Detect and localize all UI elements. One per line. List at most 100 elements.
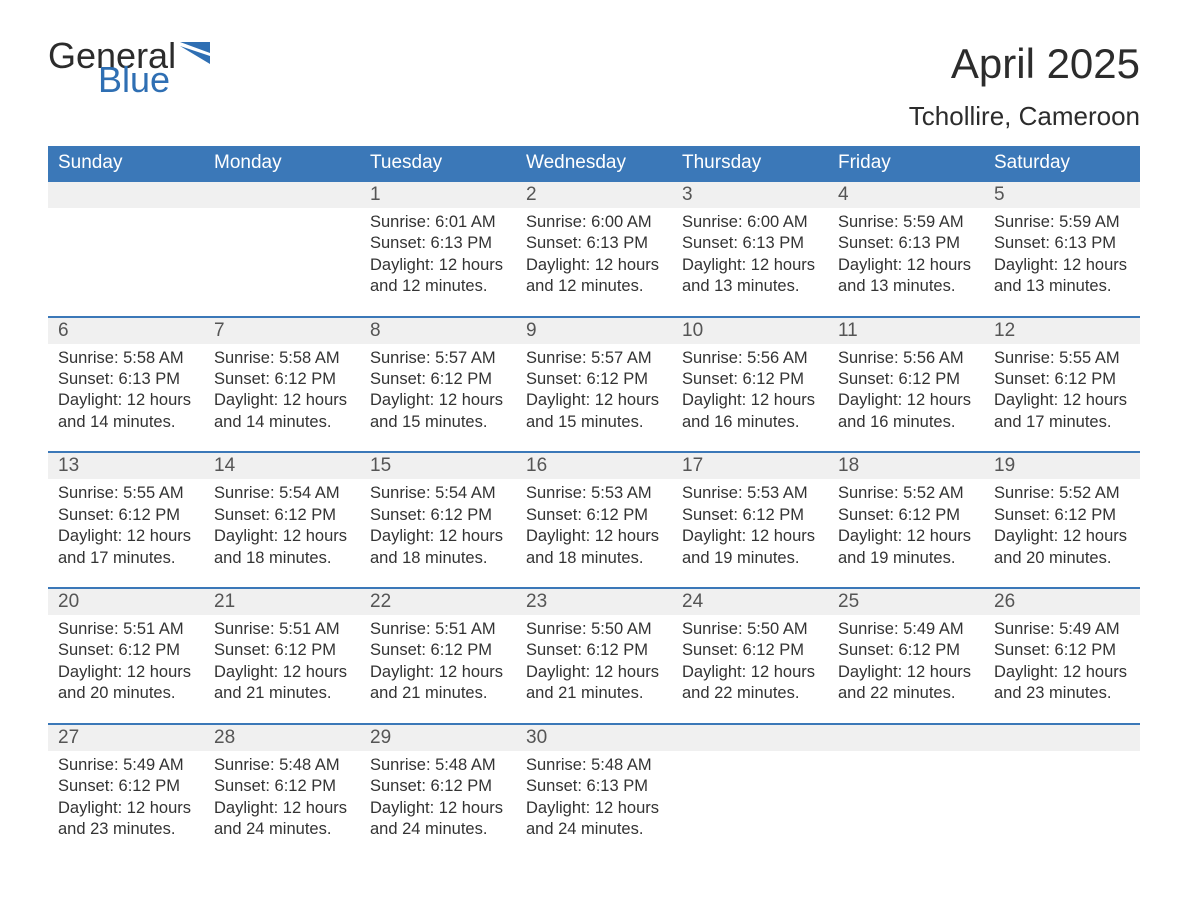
daylight-line: Daylight: 12 hours and 22 minutes. — [838, 662, 974, 705]
sunset-line: Sunset: 6:12 PM — [214, 369, 350, 390]
daylight-line: Daylight: 12 hours and 12 minutes. — [526, 255, 662, 298]
day-details-cell: Sunrise: 5:48 AMSunset: 6:12 PMDaylight:… — [360, 751, 516, 859]
day-number-cell: 2 — [516, 181, 672, 208]
sunset-line: Sunset: 6:13 PM — [58, 369, 194, 390]
day-details-cell: Sunrise: 5:58 AMSunset: 6:12 PMDaylight:… — [204, 344, 360, 453]
logo: General Blue — [48, 40, 210, 97]
sunset-line: Sunset: 6:12 PM — [58, 776, 194, 797]
sunrise-line: Sunrise: 5:55 AM — [58, 483, 194, 504]
day-details-cell: Sunrise: 5:56 AMSunset: 6:12 PMDaylight:… — [828, 344, 984, 453]
day-number-cell: 19 — [984, 452, 1140, 479]
day-details-cell: Sunrise: 6:01 AMSunset: 6:13 PMDaylight:… — [360, 208, 516, 317]
day-number-cell: 10 — [672, 317, 828, 344]
daylight-line: Daylight: 12 hours and 18 minutes. — [370, 526, 506, 569]
daylight-line: Daylight: 12 hours and 24 minutes. — [370, 798, 506, 841]
day-number-cell: 3 — [672, 181, 828, 208]
daylight-line: Daylight: 12 hours and 18 minutes. — [526, 526, 662, 569]
header: General Blue April 2025 — [48, 40, 1140, 97]
day-number-cell: 23 — [516, 588, 672, 615]
day-details-cell: Sunrise: 5:57 AMSunset: 6:12 PMDaylight:… — [360, 344, 516, 453]
day-details-row: Sunrise: 5:58 AMSunset: 6:13 PMDaylight:… — [48, 344, 1140, 453]
daylight-line: Daylight: 12 hours and 22 minutes. — [682, 662, 818, 705]
day-number-cell: 29 — [360, 724, 516, 751]
day-number-cell: 30 — [516, 724, 672, 751]
weekday-header: Tuesday — [360, 146, 516, 181]
day-details-cell: Sunrise: 5:50 AMSunset: 6:12 PMDaylight:… — [516, 615, 672, 724]
sunrise-line: Sunrise: 5:56 AM — [682, 348, 818, 369]
day-number-cell: 12 — [984, 317, 1140, 344]
sunrise-line: Sunrise: 5:58 AM — [58, 348, 194, 369]
sunrise-line: Sunrise: 6:00 AM — [526, 212, 662, 233]
day-details-cell: Sunrise: 5:57 AMSunset: 6:12 PMDaylight:… — [516, 344, 672, 453]
day-details-cell: Sunrise: 5:52 AMSunset: 6:12 PMDaylight:… — [984, 479, 1140, 588]
daylight-line: Daylight: 12 hours and 14 minutes. — [214, 390, 350, 433]
daylight-line: Daylight: 12 hours and 19 minutes. — [838, 526, 974, 569]
daylight-line: Daylight: 12 hours and 15 minutes. — [526, 390, 662, 433]
day-number-cell: 25 — [828, 588, 984, 615]
weekday-header: Friday — [828, 146, 984, 181]
day-number-cell — [204, 181, 360, 208]
sunrise-line: Sunrise: 5:52 AM — [994, 483, 1130, 504]
day-details-row: Sunrise: 5:49 AMSunset: 6:12 PMDaylight:… — [48, 751, 1140, 859]
sunset-line: Sunset: 6:12 PM — [526, 369, 662, 390]
day-number-cell: 22 — [360, 588, 516, 615]
day-details-cell: Sunrise: 5:59 AMSunset: 6:13 PMDaylight:… — [984, 208, 1140, 317]
calendar-body: 12345Sunrise: 6:01 AMSunset: 6:13 PMDayl… — [48, 181, 1140, 859]
sunrise-line: Sunrise: 5:54 AM — [214, 483, 350, 504]
sunset-line: Sunset: 6:12 PM — [994, 640, 1130, 661]
sunset-line: Sunset: 6:12 PM — [370, 640, 506, 661]
day-number-cell — [984, 724, 1140, 751]
sunset-line: Sunset: 6:13 PM — [994, 233, 1130, 254]
sunrise-line: Sunrise: 5:59 AM — [994, 212, 1130, 233]
day-number-cell: 11 — [828, 317, 984, 344]
day-details-cell: Sunrise: 5:51 AMSunset: 6:12 PMDaylight:… — [204, 615, 360, 724]
day-details-cell: Sunrise: 5:55 AMSunset: 6:12 PMDaylight:… — [48, 479, 204, 588]
day-number-cell: 4 — [828, 181, 984, 208]
day-details-cell: Sunrise: 5:49 AMSunset: 6:12 PMDaylight:… — [828, 615, 984, 724]
day-number-cell — [828, 724, 984, 751]
sunrise-line: Sunrise: 5:51 AM — [58, 619, 194, 640]
daylight-line: Daylight: 12 hours and 13 minutes. — [994, 255, 1130, 298]
daylight-line: Daylight: 12 hours and 14 minutes. — [58, 390, 194, 433]
sunrise-line: Sunrise: 5:55 AM — [994, 348, 1130, 369]
sunrise-line: Sunrise: 5:57 AM — [370, 348, 506, 369]
day-number-cell: 13 — [48, 452, 204, 479]
sunset-line: Sunset: 6:12 PM — [682, 369, 818, 390]
sunrise-line: Sunrise: 5:56 AM — [838, 348, 974, 369]
day-number-cell: 21 — [204, 588, 360, 615]
sunset-line: Sunset: 6:12 PM — [214, 640, 350, 661]
sunset-line: Sunset: 6:12 PM — [526, 640, 662, 661]
day-details-cell: Sunrise: 5:48 AMSunset: 6:13 PMDaylight:… — [516, 751, 672, 859]
day-number-cell: 7 — [204, 317, 360, 344]
day-details-cell: Sunrise: 6:00 AMSunset: 6:13 PMDaylight:… — [672, 208, 828, 317]
day-details-cell — [204, 208, 360, 317]
location-subtitle: Tchollire, Cameroon — [48, 101, 1140, 132]
day-number-cell: 20 — [48, 588, 204, 615]
sunrise-line: Sunrise: 5:54 AM — [370, 483, 506, 504]
sunset-line: Sunset: 6:12 PM — [682, 505, 818, 526]
day-number-cell: 27 — [48, 724, 204, 751]
sunset-line: Sunset: 6:12 PM — [58, 640, 194, 661]
sunset-line: Sunset: 6:13 PM — [838, 233, 974, 254]
daylight-line: Daylight: 12 hours and 13 minutes. — [838, 255, 974, 298]
day-details-cell — [672, 751, 828, 859]
day-number-cell — [48, 181, 204, 208]
sunset-line: Sunset: 6:12 PM — [838, 505, 974, 526]
flag-icon — [180, 42, 210, 64]
daylight-line: Daylight: 12 hours and 20 minutes. — [994, 526, 1130, 569]
day-number-cell: 26 — [984, 588, 1140, 615]
day-details-cell — [984, 751, 1140, 859]
day-number-cell: 24 — [672, 588, 828, 615]
sunrise-line: Sunrise: 5:48 AM — [526, 755, 662, 776]
day-details-row: Sunrise: 5:51 AMSunset: 6:12 PMDaylight:… — [48, 615, 1140, 724]
day-details-row: Sunrise: 5:55 AMSunset: 6:12 PMDaylight:… — [48, 479, 1140, 588]
daylight-line: Daylight: 12 hours and 23 minutes. — [58, 798, 194, 841]
day-details-cell: Sunrise: 5:48 AMSunset: 6:12 PMDaylight:… — [204, 751, 360, 859]
sunset-line: Sunset: 6:12 PM — [838, 640, 974, 661]
day-details-cell: Sunrise: 5:52 AMSunset: 6:12 PMDaylight:… — [828, 479, 984, 588]
day-number-cell: 28 — [204, 724, 360, 751]
daylight-line: Daylight: 12 hours and 19 minutes. — [682, 526, 818, 569]
sunrise-line: Sunrise: 6:01 AM — [370, 212, 506, 233]
weekday-header: Wednesday — [516, 146, 672, 181]
weekday-header: Saturday — [984, 146, 1140, 181]
